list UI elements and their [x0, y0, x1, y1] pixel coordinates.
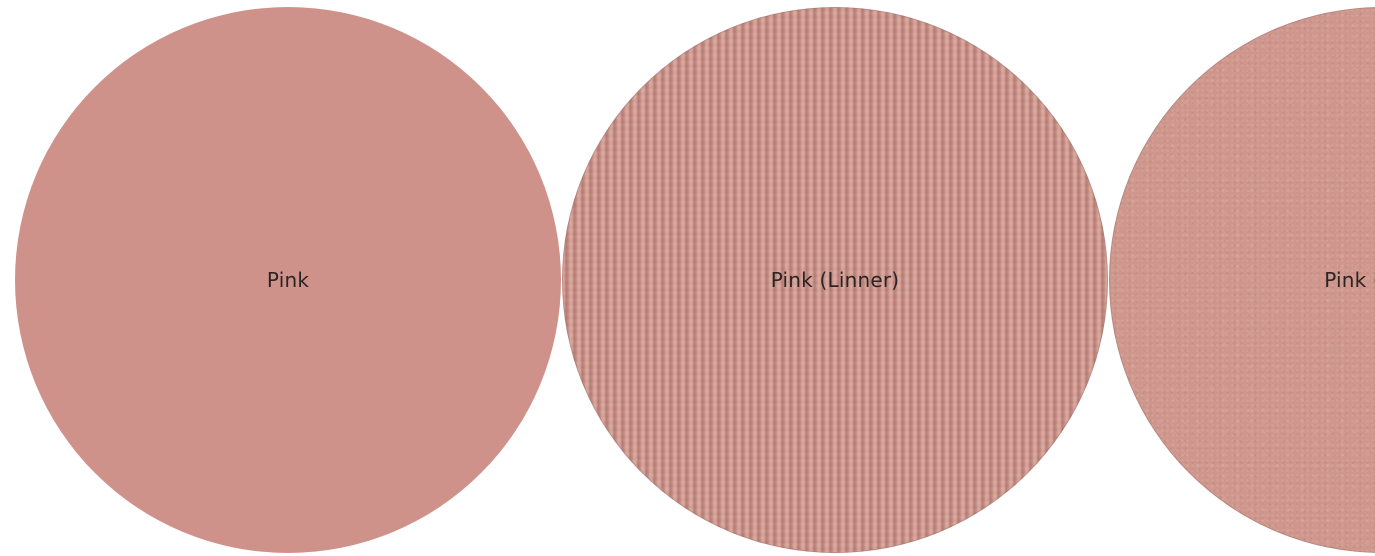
- swatch-label: Pink: [266, 268, 310, 292]
- swatch-pink[interactable]: Pink: [15, 7, 561, 553]
- swatch-label: Pink (Blast): [1324, 268, 1375, 292]
- swatch-pink-blast[interactable]: Pink (Blast): [1109, 7, 1375, 553]
- swatch-label: Pink (Linner): [770, 268, 900, 292]
- swatch-pink-linner[interactable]: Pink (Linner): [562, 7, 1108, 553]
